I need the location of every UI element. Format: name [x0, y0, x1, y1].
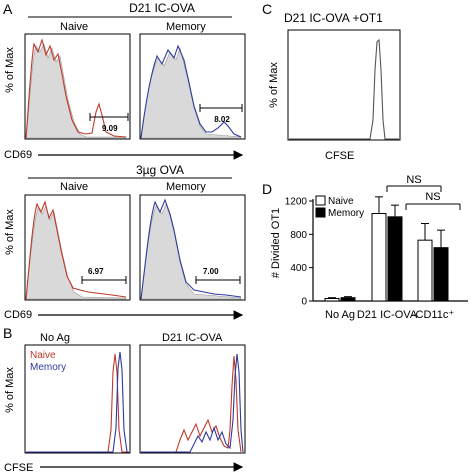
panel-label-b: B — [3, 325, 12, 341]
panel-a-bottom-memory: Memory — [166, 181, 206, 193]
panel-a-bottom-naive: Naive — [60, 181, 88, 193]
panel-a-bottom-header: 3µg OVA — [136, 163, 184, 177]
panel-a-top-memory: Memory — [166, 21, 206, 33]
legend-label-memory-d: Memory — [328, 208, 364, 219]
panel-c-xlabel: CFSE — [325, 150, 354, 162]
panel-a-top-naive: Naive — [60, 21, 88, 33]
panel-b: B No Ag D21 IC-OVA % of Max Naive Memory… — [3, 325, 246, 474]
histogram-b-noag-naive — [26, 353, 128, 453]
histogram-b-icova-memory — [141, 353, 244, 453]
panel-b-header-right: D21 IC-OVA — [162, 332, 223, 344]
histogram-b-icova-naive — [141, 355, 242, 453]
plot-frame-a-bottom-memory — [139, 194, 246, 301]
bar-memory-1 — [387, 216, 403, 302]
gate-value-a-bottom-memory: 7.00 — [203, 267, 219, 276]
plot-frame-a-bottom-naive — [24, 194, 131, 301]
panel-label-c: C — [262, 1, 272, 17]
x-category-label-d: D21 IC-OVA — [357, 309, 418, 321]
significance-label-1: NS — [406, 174, 421, 186]
panel-b-xlabel: CFSE — [4, 462, 33, 474]
legend-swatch-memory-d — [315, 207, 326, 218]
legend-naive: Naive — [30, 350, 56, 361]
panel-a-top-ylabel: % of Max — [4, 47, 16, 93]
panel-a-bottom-ylabel: % of Max — [4, 209, 16, 255]
panel-a-top-header: D21 IC-OVA — [129, 1, 195, 15]
histogram-fill-a-bottom-naive — [25, 205, 127, 300]
panel-c-title: D21 IC-OVA +OT1 — [284, 11, 383, 25]
panel-b-ylabel: % of Max — [4, 367, 16, 413]
bar-naive-0 — [324, 298, 340, 302]
plot-frame-c — [287, 29, 401, 141]
bar-memory-0 — [340, 297, 356, 302]
legend-label-naive-d: Naive — [328, 196, 354, 207]
significance-label-2: NS — [425, 191, 440, 203]
histogram-line-a-bottom-naive — [25, 200, 127, 300]
plot-frame-b-icova — [139, 344, 246, 454]
histogram-b-noag-memory — [26, 351, 129, 453]
histogram-fill-a-top-naive — [25, 43, 127, 139]
plot-frame-a-top-memory — [139, 33, 246, 140]
histogram-line-a-top-naive — [25, 38, 127, 139]
panel-d: D # Divided OT1 0 400 800 1200 Naive Memory… — [262, 174, 468, 321]
y-tick-label-d: 400 — [290, 263, 307, 274]
panel-c-ylabel: % of Max — [268, 62, 280, 108]
x-category-label-d: No Ag — [325, 309, 355, 321]
y-tick-label-d: 1200 — [285, 197, 308, 208]
histogram-fill-a-bottom-memory — [140, 203, 242, 300]
gate-value-a-bottom-naive: 6.97 — [88, 267, 104, 276]
x-category-label-d: -CD11c⁺ — [412, 309, 454, 321]
panel-b-header-left: No Ag — [40, 332, 70, 344]
panel-label-a: A — [3, 1, 13, 17]
y-tick-label-d: 800 — [290, 230, 307, 241]
panel-label-d: D — [262, 181, 272, 197]
legend-swatch-naive-d — [315, 195, 326, 206]
y-axis-label-d: # Divided OT1 — [270, 208, 282, 278]
panel-a: A D21 IC-OVA Naive Memory % of Max 9.09 … — [3, 1, 246, 321]
y-tick-label-d: 0 — [301, 297, 307, 308]
histogram-c — [289, 38, 399, 140]
bar-memory-2 — [433, 247, 449, 302]
histogram-line-a-bottom-memory — [140, 198, 242, 300]
gate-value-a-top-memory: 8.02 — [214, 115, 230, 124]
plot-frame-a-top-naive — [24, 33, 131, 140]
panel-c: C D21 IC-OVA +OT1 % of Max CFSE — [262, 1, 401, 162]
gate-value-a-top-naive: 9.09 — [102, 124, 118, 133]
plot-frame-b-noag — [24, 344, 131, 454]
bar-naive-2 — [417, 239, 433, 302]
panel-a-bottom-xlabel: CD69 — [4, 309, 32, 321]
legend-memory: Memory — [30, 362, 66, 373]
bar-naive-1 — [371, 213, 387, 302]
histogram-line-a-top-memory — [140, 44, 242, 139]
panel-a-top-xlabel: CD69 — [4, 149, 32, 161]
